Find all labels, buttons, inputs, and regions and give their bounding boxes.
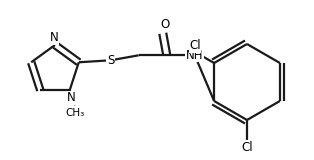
Text: N: N	[50, 31, 58, 44]
Text: O: O	[160, 18, 169, 31]
Text: Cl: Cl	[189, 39, 201, 52]
Text: N: N	[67, 91, 76, 104]
Text: Cl: Cl	[241, 141, 253, 154]
Text: NH: NH	[186, 49, 203, 62]
Text: CH₃: CH₃	[66, 108, 85, 118]
Text: S: S	[107, 54, 115, 67]
